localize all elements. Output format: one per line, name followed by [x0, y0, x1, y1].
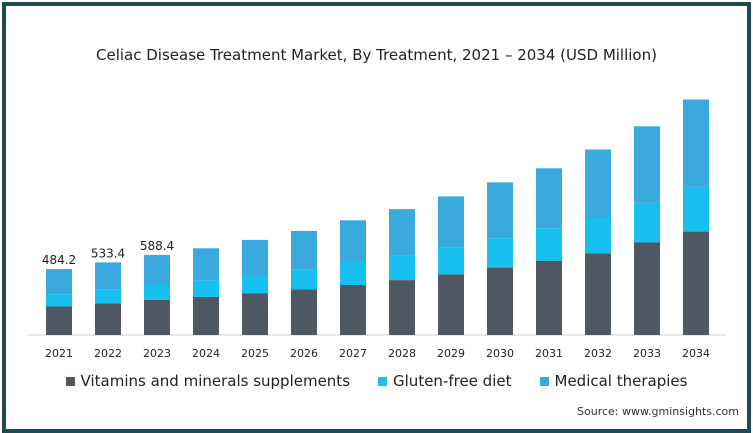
x-tick-label-2031: 2031	[535, 347, 563, 360]
x-tick-label-2022: 2022	[94, 347, 122, 360]
legend-swatch-gluten-free	[378, 376, 388, 386]
bar-2024-series-0	[193, 296, 219, 335]
bar-2032-series-2	[585, 149, 611, 218]
x-tick-label-2025: 2025	[241, 347, 269, 360]
legend-label-medical: Medical therapies	[554, 372, 688, 390]
bar-2022-series-1	[95, 289, 121, 304]
x-tick-label-2029: 2029	[437, 347, 465, 360]
bar-2028-series-2	[389, 209, 415, 256]
x-tick-label-2034: 2034	[682, 347, 710, 360]
data-label-2021: 484.2	[42, 253, 76, 267]
bar-2027-series-1	[340, 262, 366, 285]
bar-2034-series-2	[683, 99, 709, 187]
legend: Vitamins and minerals supplements Gluten…	[0, 372, 753, 390]
x-tick-label-2028: 2028	[388, 347, 416, 360]
bar-2034-series-0	[683, 231, 709, 335]
bar-2030-series-1	[487, 238, 513, 268]
legend-swatch-vitamins	[65, 376, 75, 386]
bar-2030-series-0	[487, 267, 513, 335]
bar-2021-series-1	[46, 294, 72, 307]
x-tick-label-2032: 2032	[584, 347, 612, 360]
bar-2023-series-0	[144, 299, 170, 335]
x-tick-label-2021: 2021	[45, 347, 73, 360]
bar-2021-series-2	[46, 269, 72, 295]
legend-label-gluten-free: Gluten-free diet	[393, 372, 512, 390]
bar-2032-series-0	[585, 253, 611, 335]
bar-2029-series-0	[438, 274, 464, 335]
bar-2033-series-2	[634, 126, 660, 203]
bar-2029-series-1	[438, 247, 464, 275]
x-tick-label-2023: 2023	[143, 347, 171, 360]
x-tick-label-2030: 2030	[486, 347, 514, 360]
bar-2023-series-1	[144, 284, 170, 300]
bar-2026-series-1	[291, 269, 317, 290]
bar-2033-series-1	[634, 203, 660, 243]
x-tick-label-2033: 2033	[633, 347, 661, 360]
bar-2034-series-1	[683, 186, 709, 232]
data-label-2022: 533.4	[91, 246, 125, 260]
labels-group: 2021 484.2 2022 533.4 2023 588.4 2024 2025 2026 2…	[42, 239, 710, 360]
chart-title: Celiac Disease Treatment Market, By Trea…	[96, 46, 657, 64]
bars-group	[46, 99, 709, 335]
bar-2031-series-1	[536, 228, 562, 261]
legend-item-medical: Medical therapies	[539, 372, 688, 390]
bar-2026-series-2	[291, 230, 317, 270]
bar-2033-series-0	[634, 242, 660, 335]
bar-2023-series-2	[144, 254, 170, 285]
legend-item-vitamins: Vitamins and minerals supplements	[65, 372, 351, 390]
bar-2022-series-0	[95, 303, 121, 335]
x-tick-label-2024: 2024	[192, 347, 220, 360]
bar-2025-series-1	[242, 275, 268, 294]
legend-swatch-medical	[539, 376, 549, 386]
bar-2025-series-0	[242, 293, 268, 335]
bar-2030-series-2	[487, 182, 513, 239]
bar-2025-series-2	[242, 239, 268, 275]
bar-2027-series-0	[340, 284, 366, 335]
bar-2029-series-2	[438, 196, 464, 248]
data-label-2023: 588.4	[140, 239, 174, 253]
bar-2032-series-1	[585, 217, 611, 254]
bar-2028-series-0	[389, 280, 415, 335]
bar-2024-series-1	[193, 280, 219, 297]
source-note: Source: www.gminsights.com	[577, 405, 739, 418]
bar-2026-series-0	[291, 289, 317, 335]
x-tick-label-2027: 2027	[339, 347, 367, 360]
bar-2021-series-0	[46, 306, 72, 335]
legend-item-gluten-free: Gluten-free diet	[378, 372, 512, 390]
bar-2027-series-2	[340, 220, 366, 263]
x-tick-label-2026: 2026	[290, 347, 318, 360]
bar-2022-series-2	[95, 262, 121, 290]
bar-2031-series-0	[536, 260, 562, 335]
bar-2024-series-2	[193, 248, 219, 281]
legend-label-vitamins: Vitamins and minerals supplements	[80, 372, 351, 390]
bar-2031-series-2	[536, 168, 562, 229]
bar-2028-series-1	[389, 255, 415, 281]
